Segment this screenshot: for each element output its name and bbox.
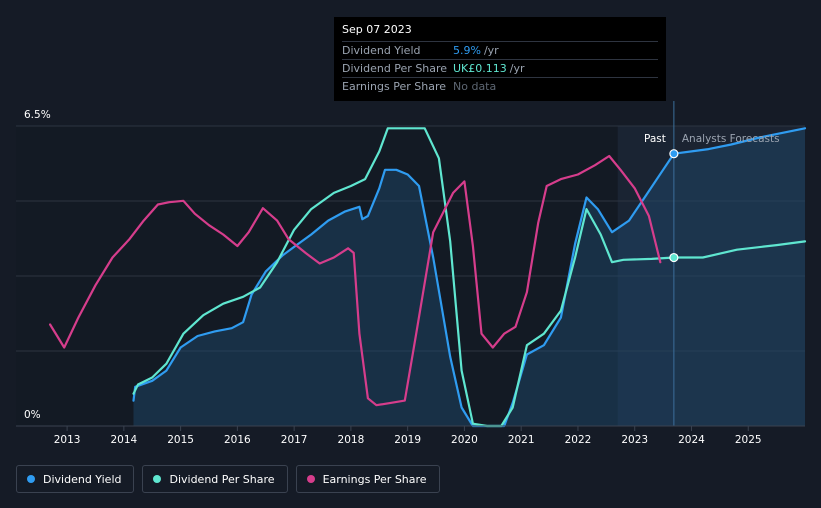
tooltip-value: UK£0.113 — [453, 62, 507, 75]
tooltip-row-earnings-per-share: Earnings Per Share No data — [342, 77, 658, 95]
legend-dot-icon — [153, 475, 162, 483]
legend-item-earnings-per-share[interactable]: Earnings Per Share — [295, 465, 440, 493]
x-tick-label: 2014 — [110, 434, 137, 446]
x-tick-label: 2020 — [451, 434, 478, 446]
highlight-point-dividend-per-share — [669, 252, 679, 263]
tooltip-value: 5.9% — [453, 44, 481, 57]
tooltip-label: Earnings Per Share — [342, 80, 447, 93]
past-label: Past — [644, 133, 666, 145]
tooltip: Sep 07 2023 Dividend Yield 5.9% /yr Divi… — [334, 17, 666, 101]
tooltip-label: Dividend Per Share — [342, 62, 448, 75]
x-tick-label: 2016 — [224, 434, 251, 446]
legend-item-dividend-yield[interactable]: Dividend Yield — [16, 465, 135, 493]
x-tick-label: 2017 — [281, 434, 308, 446]
x-tick-label: 2024 — [678, 434, 705, 446]
tooltip-date: Sep 07 2023 — [342, 23, 412, 36]
forecast-label: Analysts Forecasts — [682, 133, 780, 145]
y-tick-label: 6.5% — [24, 109, 51, 121]
series-line-dividend-per-share — [132, 127, 807, 428]
legend-item-dividend-per-share[interactable]: Dividend Per Share — [142, 465, 288, 493]
x-tick-label: 2025 — [735, 434, 762, 446]
tooltip-row-dividend-yield: Dividend Yield 5.9% /yr — [342, 41, 658, 59]
series-line-earnings-per-share — [49, 154, 662, 407]
x-tick-label: 2023 — [621, 434, 648, 446]
x-tick-label: 2015 — [167, 434, 194, 446]
tooltip-row-dividend-per-share: Dividend Per Share UK£0.113 /yr — [342, 59, 658, 77]
x-tick-label: 2018 — [338, 434, 365, 446]
series-area-dividend-yield — [133, 128, 805, 427]
legend-label: Dividend Per Share — [169, 472, 275, 486]
x-tick-label: 2022 — [565, 434, 592, 446]
series-line-dividend-yield — [132, 127, 807, 428]
tooltip-unit: /yr — [483, 44, 499, 57]
legend-label: Earnings Per Share — [322, 472, 427, 486]
legend-label: Dividend Yield — [43, 472, 122, 486]
legend: Dividend Yield Dividend Per Share Earnin… — [16, 465, 440, 493]
x-tick-label: 2021 — [508, 434, 535, 446]
tooltip-label: Dividend Yield — [342, 44, 421, 57]
legend-dot-icon — [27, 475, 35, 483]
x-tick-label: 2019 — [394, 434, 421, 446]
legend-dot-icon — [306, 475, 315, 483]
x-tick-label: 2013 — [54, 434, 81, 446]
y-tick-label: 0% — [24, 409, 41, 421]
tooltip-unit: /yr — [509, 62, 525, 75]
tooltip-value: No data — [453, 80, 497, 93]
highlight-point-dividend-yield — [669, 149, 679, 159]
